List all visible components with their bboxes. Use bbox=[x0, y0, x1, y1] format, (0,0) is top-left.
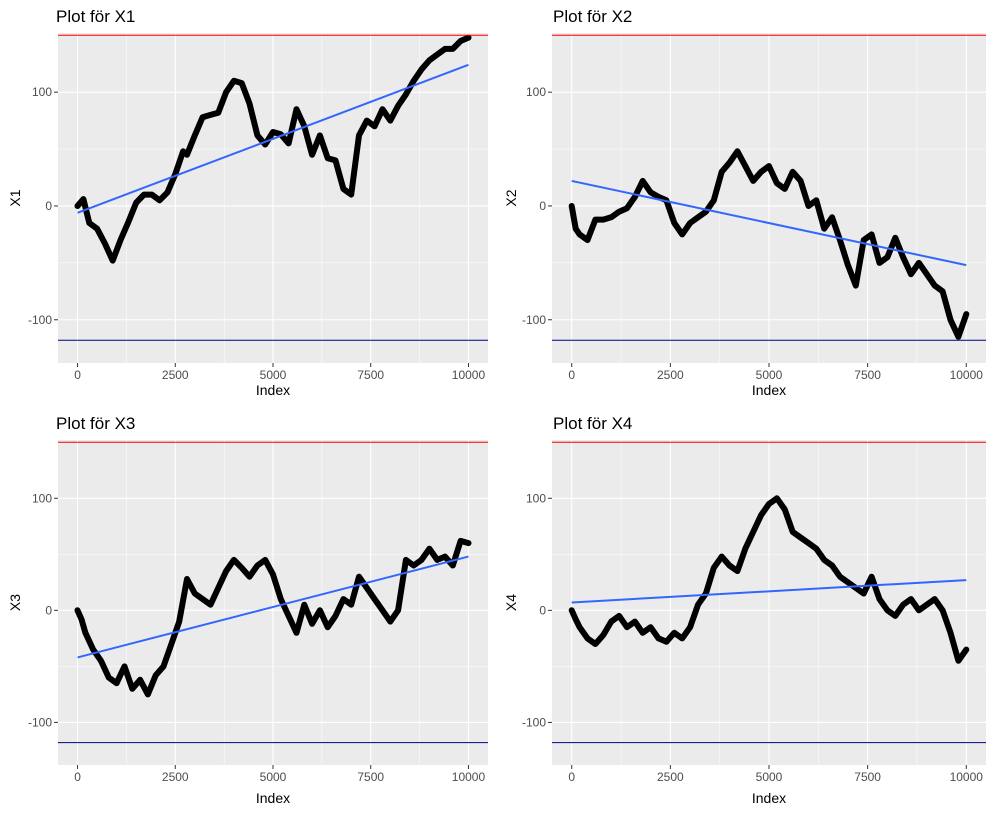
panel-title: Plot för X2 bbox=[553, 7, 632, 26]
trend-line bbox=[571, 579, 967, 604]
x-tick-label: 7500 bbox=[854, 368, 881, 382]
series-line bbox=[74, 537, 472, 698]
series-line bbox=[568, 148, 970, 340]
y-axis-title: X2 bbox=[503, 189, 519, 206]
x-axis-title: Index bbox=[752, 382, 786, 398]
x-tick-label: 10000 bbox=[950, 770, 984, 784]
y-tick-label: 0 bbox=[45, 603, 52, 617]
trend-line bbox=[571, 179, 967, 267]
x-axis-title: Index bbox=[752, 790, 786, 806]
y-axis-title: X1 bbox=[7, 189, 23, 206]
series-line bbox=[568, 495, 970, 664]
y-tick-label: 100 bbox=[526, 85, 546, 99]
panel-1: 0 2500 5000 7500 10000 -100 0 100 Plot för X1 Ind… bbox=[7, 7, 488, 398]
x-tick-label: 10000 bbox=[950, 368, 984, 382]
y-tick-label: 100 bbox=[32, 491, 52, 505]
y-axis-title: X3 bbox=[7, 594, 23, 611]
x-axis-title: Index bbox=[256, 790, 290, 806]
x-tick-label: 5000 bbox=[260, 368, 287, 382]
x-tick-label: 7500 bbox=[854, 770, 881, 784]
trend-line bbox=[77, 555, 469, 659]
y-tick-label: 0 bbox=[539, 199, 546, 213]
panel-3: 0 2500 5000 7500 10000 -100 0 100 Plot för X3 Ind… bbox=[7, 414, 488, 806]
x-tick-label: 5000 bbox=[756, 770, 783, 784]
trend-line bbox=[77, 63, 469, 214]
x-tick-label: 2500 bbox=[657, 368, 684, 382]
panel-2: 0 2500 5000 7500 10000 -100 0 100 Plot för X2 Ind… bbox=[503, 7, 986, 398]
x-tick-label: 2500 bbox=[162, 368, 189, 382]
y-tick-label: -100 bbox=[522, 715, 546, 729]
x-tick-label: 10000 bbox=[452, 770, 486, 784]
x-tick-label: 5000 bbox=[756, 368, 783, 382]
y-tick-label: -100 bbox=[522, 313, 546, 327]
y-tick-label: -100 bbox=[28, 715, 52, 729]
x-tick-label: 0 bbox=[568, 368, 575, 382]
x-tick-label: 2500 bbox=[657, 770, 684, 784]
x-tick-label: 0 bbox=[568, 770, 575, 784]
series-line bbox=[74, 34, 472, 264]
y-tick-label: -100 bbox=[28, 313, 52, 327]
x-tick-label: 0 bbox=[74, 770, 81, 784]
panel-title: Plot för X1 bbox=[56, 7, 135, 26]
y-tick-label: 100 bbox=[32, 85, 52, 99]
x-tick-label: 7500 bbox=[357, 368, 384, 382]
y-axis-title: X4 bbox=[503, 594, 519, 611]
panel-title: Plot för X3 bbox=[56, 414, 135, 433]
y-tick-label: 0 bbox=[45, 199, 52, 213]
x-tick-label: 10000 bbox=[452, 368, 486, 382]
y-tick-label: 0 bbox=[539, 603, 546, 617]
x-tick-label: 0 bbox=[74, 368, 81, 382]
x-tick-label: 7500 bbox=[357, 770, 384, 784]
x-tick-label: 5000 bbox=[260, 770, 287, 784]
x-tick-label: 2500 bbox=[162, 770, 189, 784]
panel-4: 0 2500 5000 7500 10000 -100 0 100 Plot för X4 Ind… bbox=[503, 414, 986, 806]
panel-title: Plot för X4 bbox=[553, 414, 632, 433]
x-axis-title: Index bbox=[256, 382, 290, 398]
y-tick-label: 100 bbox=[526, 491, 546, 505]
